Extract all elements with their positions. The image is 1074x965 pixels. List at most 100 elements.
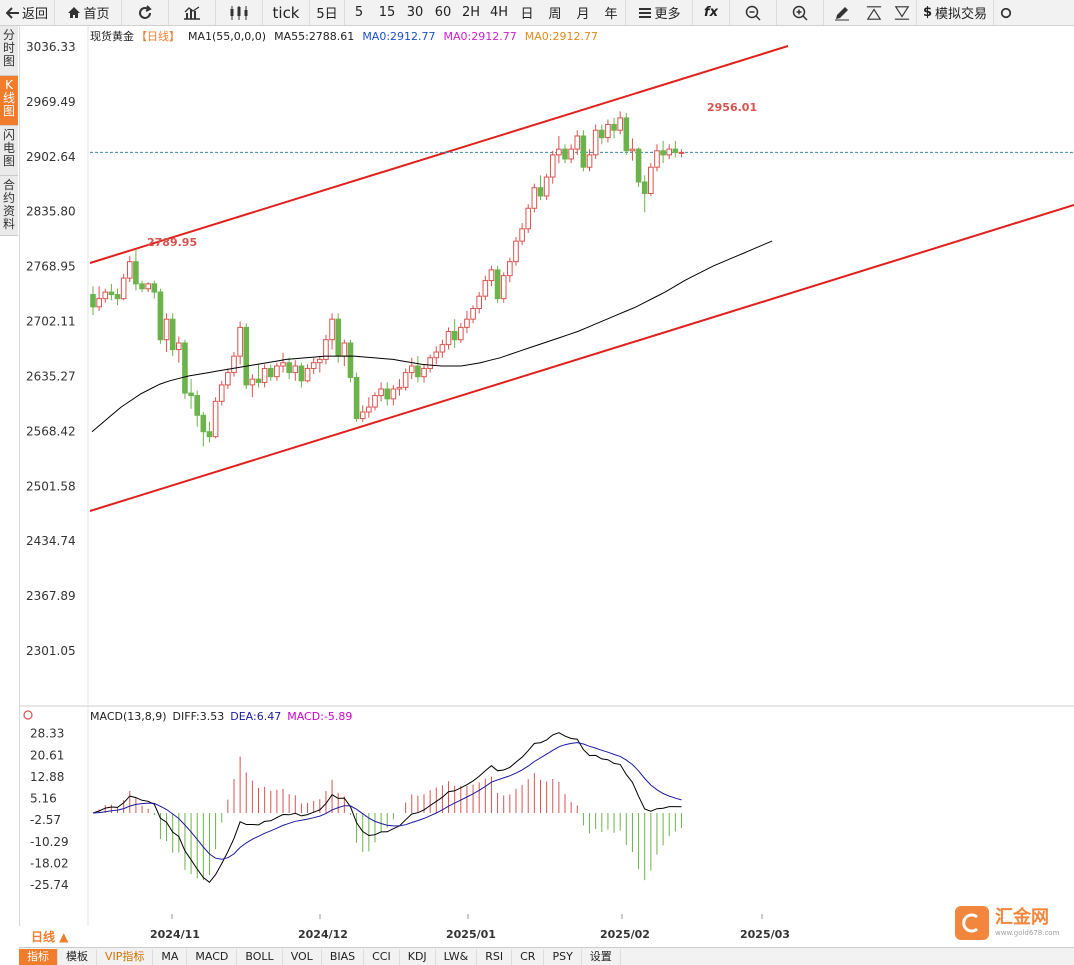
indicator-button[interactable]: fx	[693, 0, 729, 25]
candle-body	[280, 362, 286, 367]
tab-indicator[interactable]: 指标	[19, 948, 58, 965]
candle-body	[200, 414, 207, 433]
period-60[interactable]: 60	[434, 5, 452, 20]
settings-button[interactable]	[994, 0, 1018, 25]
period-5[interactable]: 5	[354, 5, 364, 20]
candle-body	[482, 280, 489, 297]
side-tab-kline[interactable]: K线图	[0, 76, 18, 126]
candle	[408, 357, 415, 380]
refresh-icon	[139, 4, 152, 19]
period-day[interactable]: 日	[520, 7, 534, 22]
candle	[139, 280, 145, 293]
period-4h[interactable]: 4H	[490, 5, 509, 20]
candle	[298, 362, 305, 388]
tab-rsi[interactable]: RSI	[477, 948, 513, 965]
tab-ma[interactable]: MA	[153, 948, 188, 965]
price-tick-label: 2501.58	[26, 479, 76, 493]
tab-template[interactable]: 模板	[58, 948, 97, 965]
period-5d[interactable]: 5日	[316, 7, 338, 22]
menu-icon	[638, 7, 651, 18]
candle	[182, 339, 188, 399]
candle-body	[611, 123, 617, 131]
candle	[218, 380, 225, 406]
tab-boll[interactable]: BOLL	[237, 948, 283, 965]
candle	[672, 140, 679, 158]
tab-kdj[interactable]: KDJ	[400, 948, 436, 965]
candle-style-button[interactable]	[216, 0, 262, 25]
period-year[interactable]: 年	[604, 7, 618, 22]
side-tab-timeshare[interactable]: 分时图	[0, 26, 18, 76]
side-tab-contract[interactable]: 合约资料	[0, 176, 18, 236]
chart-type-button[interactable]	[169, 0, 215, 25]
tick-button[interactable]: tick	[272, 3, 300, 22]
candle	[617, 111, 623, 135]
candle-body	[218, 384, 225, 402]
timeframe-selector[interactable]: 日线 ▲	[31, 930, 69, 944]
zoom-out-icon	[745, 5, 761, 21]
home-button[interactable]: 首页	[55, 0, 121, 25]
candle-body	[212, 400, 219, 438]
candle-body	[176, 342, 182, 351]
tab-psy[interactable]: PSY	[544, 948, 582, 965]
candle	[568, 144, 574, 164]
candle	[507, 257, 513, 283]
candle	[96, 286, 102, 311]
tab-cr[interactable]: CR	[512, 948, 545, 965]
candle	[126, 255, 133, 283]
refresh-button[interactable]	[122, 0, 168, 25]
candle-body	[206, 431, 213, 438]
tab-bias[interactable]: BIAS	[322, 948, 365, 965]
candle-body	[231, 355, 237, 374]
candle	[194, 390, 201, 427]
candle	[353, 372, 360, 422]
candle-body	[537, 187, 544, 197]
sim-trade-button[interactable]: $ 模拟交易	[917, 0, 993, 25]
candle	[598, 124, 605, 145]
tab-cci[interactable]: CCI	[364, 948, 400, 965]
candle-body	[182, 342, 188, 394]
tab-lw[interactable]: LW&	[436, 948, 478, 965]
macd-diff: DIFF:3.53	[172, 710, 225, 723]
candle-body	[298, 365, 305, 382]
candle	[255, 364, 262, 388]
candle-icon	[230, 5, 248, 20]
tab-settings[interactable]: 设置	[582, 948, 621, 965]
candle-body	[598, 129, 605, 139]
back-button[interactable]: 返回	[0, 0, 54, 25]
price-tick-label: 2635.27	[26, 369, 76, 383]
side-tab-flash[interactable]: 闪电图	[0, 126, 18, 176]
macd-tick-label: -2.57	[30, 813, 61, 827]
candle	[470, 305, 476, 324]
candle-body	[660, 150, 666, 156]
candle-body	[237, 326, 243, 357]
more-button[interactable]: 更多	[626, 0, 692, 25]
candle-body	[133, 261, 139, 285]
period-2h[interactable]: 2H	[462, 5, 481, 20]
fx-icon: fx	[703, 5, 719, 20]
candle-body	[605, 123, 611, 139]
draw-button[interactable]	[824, 0, 860, 25]
candle	[451, 319, 458, 348]
candle-body	[427, 357, 433, 369]
candle-body	[568, 148, 574, 160]
candle	[90, 286, 96, 316]
chart-canvas[interactable]: 3036.33 2969.49 2902.64 2835.80 2768.95 2702.…	[0, 26, 1074, 946]
tab-vol[interactable]: VOL	[283, 948, 322, 965]
zoom-in-button[interactable]	[777, 0, 823, 25]
draw-up-button[interactable]	[860, 0, 888, 25]
period-month[interactable]: 月	[576, 7, 590, 22]
period-15[interactable]: 15	[378, 5, 396, 20]
period-30[interactable]: 30	[406, 5, 424, 20]
candle-body	[347, 342, 354, 378]
dea-line	[92, 742, 682, 860]
candle-body	[500, 275, 507, 300]
candle	[543, 173, 550, 201]
period-week[interactable]: 周	[548, 7, 562, 22]
zoom-out-button[interactable]	[730, 0, 776, 25]
tab-macd[interactable]: MACD	[187, 948, 238, 965]
draw-down-button[interactable]	[888, 0, 916, 25]
candle-body	[292, 365, 299, 374]
tab-vip-indicator[interactable]: VIP指标	[97, 948, 154, 965]
candle	[396, 379, 403, 396]
candle	[500, 272, 507, 303]
